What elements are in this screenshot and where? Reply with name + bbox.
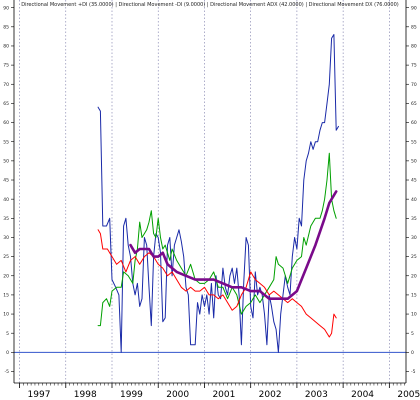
x-axis: 1997 1998 1999 2000 2001 2002 2003 2004 2005 [14,382,420,400]
y-tick-label-right: 0 [411,350,414,356]
y-tick-label-left: 50 [3,158,9,164]
y-tick-label-right: 35 [411,216,417,222]
y-tick-label-left: 75 [3,63,9,69]
x-tick-label: 1997 [28,390,51,400]
x-tick-label: 1998 [74,390,97,400]
y-tick-label-left: 30 [3,235,9,241]
series-line-1 [97,34,339,353]
y-tick-label-left: 20 [3,273,9,279]
y-tick-label-left: 5 [6,331,9,337]
y-tick-label-left: 60 [3,120,9,126]
y-tick-label-right: 20 [411,273,417,279]
grid [19,0,390,383]
series-group [97,34,339,353]
series-line-4 [129,190,338,301]
y-tick-label-right: 70 [411,82,417,88]
y-tick-label-left: 65 [3,101,9,107]
left-axis: -5 0 5 10 15 20 25 30 35 40 45 50 55 60 65 70 75 80 85 90 [3,0,15,383]
x-tick-label: 2004 [351,390,374,400]
chart-title: Directional Movement +DI (35.0000) | Dir… [21,2,399,8]
x-tick-label: 2001 [212,390,235,400]
y-tick-label-right: 85 [411,24,417,30]
y-tick-label-left: 45 [3,178,9,184]
series-line-3 [97,229,337,338]
y-tick-label-right: 30 [411,235,417,241]
y-tick-label-right: 5 [411,331,414,337]
x-tick-label: 2000 [166,390,189,400]
y-tick-label-left: 80 [3,44,9,50]
y-tick-label-right: 60 [411,120,417,126]
y-tick-label-left: 40 [3,197,9,203]
y-tick-label-left: 10 [3,312,9,318]
y-tick-label-left: 25 [3,254,9,260]
y-tick-label-right: 90 [411,5,417,11]
y-tick-label-right: 80 [411,44,417,50]
y-tick-label-left: 90 [3,5,9,11]
y-tick-label-right: 55 [411,139,417,145]
y-tick-label-right: 75 [411,63,417,69]
y-tick-label-right: 40 [411,197,417,203]
y-tick-label-left: 0 [6,350,9,356]
y-tick-label-right: 50 [411,158,417,164]
y-tick-label-right: 25 [411,254,417,260]
x-tick-label: 1999 [120,390,143,400]
y-tick-label-left: 70 [3,82,9,88]
y-tick-label-right: 65 [411,101,417,107]
y-tick-label-left: 35 [3,216,9,222]
y-tick-label-left: 55 [3,139,9,145]
y-tick-label-right: 15 [411,293,417,299]
y-tick-label-left: 15 [3,293,9,299]
y-tick-label-left: -5 [5,369,10,375]
y-tick-label-right: -5 [411,369,416,375]
right-axis: -5 0 5 10 15 20 25 30 35 40 45 50 55 60 65 70 75 80 85 90 [405,0,417,383]
y-tick-label-right: 45 [411,178,417,184]
y-tick-label-left: 85 [3,24,9,30]
y-tick-label-right: 10 [411,312,417,318]
x-tick-label: 2003 [305,390,328,400]
x-tick-label: 2002 [259,390,282,400]
series-line-2 [97,152,337,327]
x-tick-label: 2005 [397,390,420,400]
